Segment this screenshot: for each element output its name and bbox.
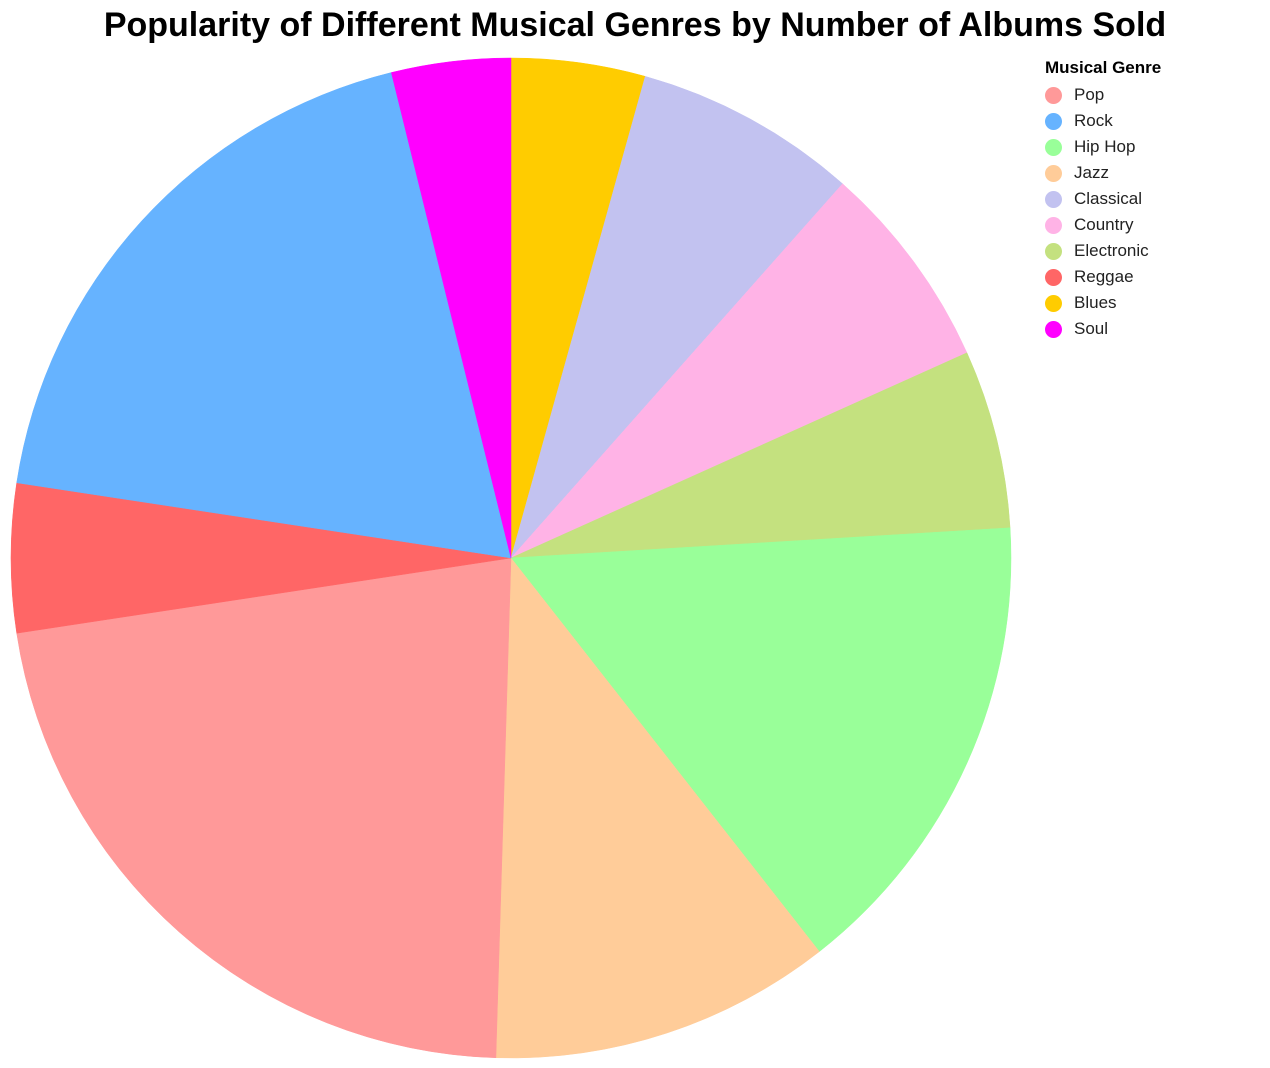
- legend-item-soul[interactable]: Soul: [1045, 316, 1260, 342]
- legend-item-pop[interactable]: Pop: [1045, 82, 1260, 108]
- legend-item-country[interactable]: Country: [1045, 212, 1260, 238]
- legend-swatch-country: [1045, 216, 1062, 234]
- legend-swatch-electronic: [1045, 242, 1062, 260]
- pie-slice-hip-hop[interactable]: [510, 527, 1012, 952]
- pie-slice-reggae[interactable]: [10, 482, 512, 634]
- legend-label-reggae: Reggae: [1074, 267, 1134, 286]
- legend-items: Pop Rock Hip Hop Jazz Classical Country Electr…: [1045, 82, 1260, 342]
- legend-item-blues[interactable]: Blues: [1045, 290, 1260, 316]
- legend-label-country: Country: [1074, 215, 1134, 234]
- legend-swatch-classical: [1045, 190, 1062, 208]
- legend-swatch-pop: [1045, 86, 1062, 104]
- pie-slice-rock[interactable]: [16, 72, 512, 559]
- legend-label-hip-hop: Hip Hop: [1074, 137, 1136, 156]
- pie-slice-classical[interactable]: [510, 76, 843, 559]
- legend-swatch-hip-hop: [1045, 138, 1062, 156]
- legend-swatch-jazz: [1045, 164, 1062, 182]
- pie-slice-pop[interactable]: [16, 557, 512, 1059]
- legend-item-reggae[interactable]: Reggae: [1045, 264, 1260, 290]
- legend-label-electronic: Electronic: [1074, 241, 1149, 260]
- legend-item-classical[interactable]: Classical: [1045, 186, 1260, 212]
- chart-title: Popularity of Different Musical Genres b…: [103, 6, 1167, 44]
- legend-swatch-reggae: [1045, 268, 1062, 286]
- legend-label-soul: Soul: [1074, 319, 1109, 338]
- legend-swatch-rock: [1045, 112, 1062, 130]
- legend: Musical Genre Pop Rock Hip Hop Jazz Classica…: [1045, 58, 1260, 342]
- legend-item-hip-hop[interactable]: Hip Hop: [1045, 134, 1260, 160]
- pie-slice-electronic[interactable]: [510, 352, 1011, 559]
- legend-label-blues: Blues: [1074, 293, 1117, 312]
- legend-item-jazz[interactable]: Jazz: [1045, 160, 1260, 186]
- legend-item-electronic[interactable]: Electronic: [1045, 238, 1260, 264]
- legend-label-rock: Rock: [1074, 111, 1113, 130]
- legend-label-pop: Pop: [1074, 85, 1105, 104]
- legend-label-classical: Classical: [1074, 189, 1143, 208]
- legend-label-jazz: Jazz: [1074, 163, 1109, 182]
- pie-slice-soul[interactable]: [391, 57, 512, 559]
- pie-slice-jazz[interactable]: [495, 557, 820, 1059]
- legend-swatch-blues: [1045, 294, 1062, 312]
- legend-swatch-soul: [1045, 320, 1062, 338]
- pie-slice-country[interactable]: [510, 183, 968, 559]
- legend-item-rock[interactable]: Rock: [1045, 108, 1260, 134]
- legend-title: Musical Genre: [1045, 58, 1162, 77]
